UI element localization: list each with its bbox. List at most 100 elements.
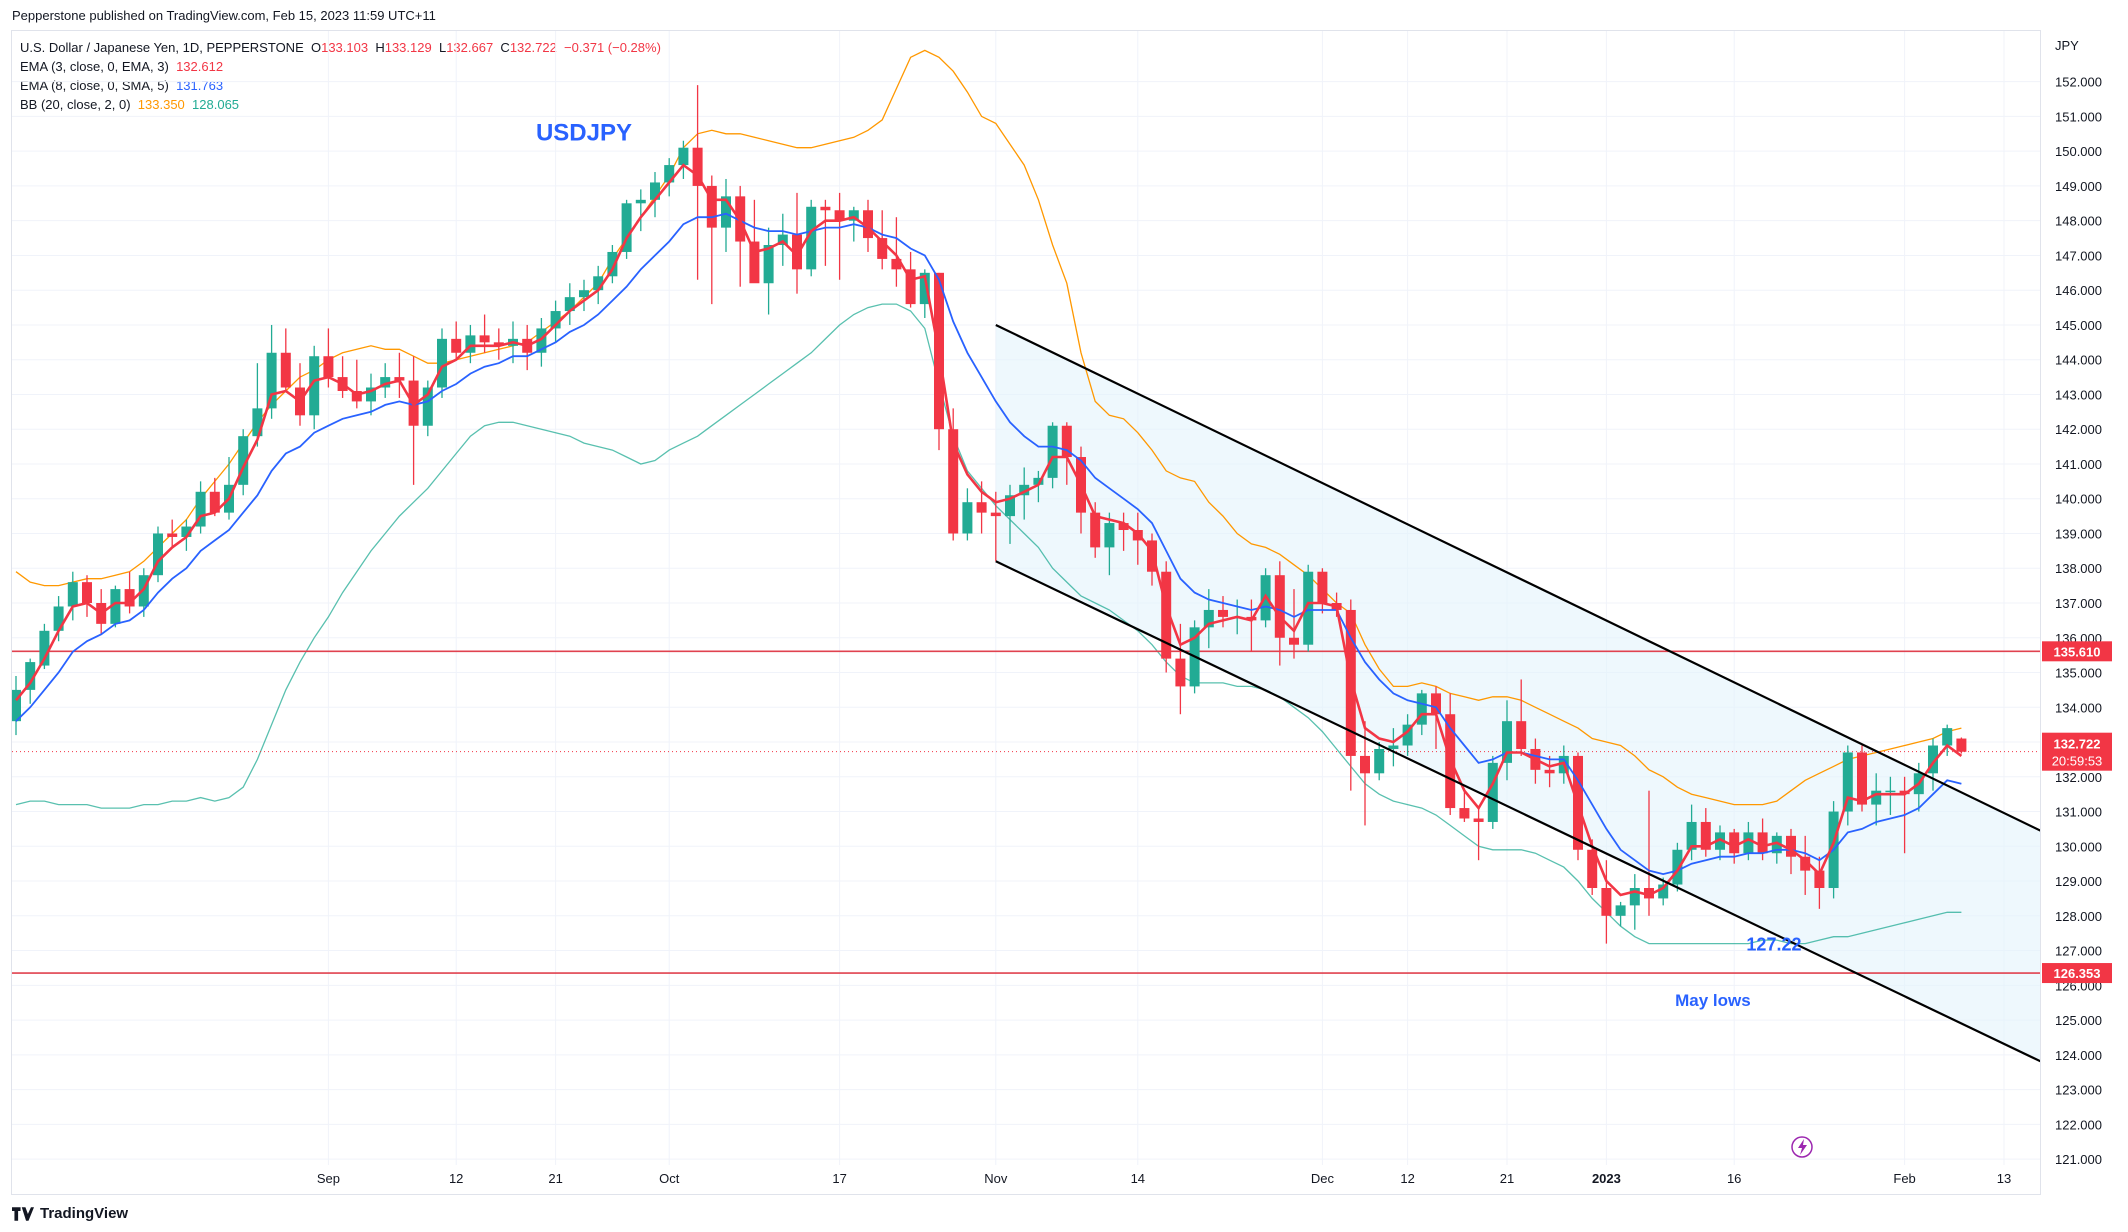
- legend-high: 133.129: [384, 40, 432, 55]
- chart-area[interactable]: [11, 30, 2041, 1195]
- candle-body: [905, 269, 916, 305]
- candle-body: [82, 582, 92, 603]
- candle-body: [1743, 832, 1754, 854]
- y-tick-label: 134.000: [2055, 700, 2102, 715]
- candle-body: [1161, 571, 1172, 659]
- chart-annotation-2: May lows: [1675, 991, 1751, 1010]
- candle: [1274, 561, 1285, 666]
- candle: [39, 623, 50, 670]
- candle-body: [1019, 484, 1030, 496]
- plot-layer: USDJPY 127.22 May lows: [12, 31, 2040, 1165]
- candle: [437, 328, 447, 398]
- candle-body: [1431, 693, 1441, 715]
- published-header: Pepperstone published on TradingView.com…: [12, 8, 436, 23]
- candle: [1814, 856, 1825, 909]
- bb-upper-line: [15, 49, 1962, 806]
- y-tick-label: 141.000: [2055, 457, 2102, 472]
- tradingview-footer[interactable]: TradingView: [12, 1205, 128, 1222]
- candle: [522, 324, 533, 371]
- y-tick-label: 146.000: [2055, 283, 2102, 298]
- level-tag-1-text: 126.353: [2054, 966, 2101, 981]
- candle: [706, 175, 717, 305]
- candle-body: [593, 276, 604, 291]
- x-tick-label: Sep: [317, 1171, 340, 1186]
- y-tick-label: 140.000: [2055, 492, 2102, 507]
- candle-body: [706, 185, 717, 228]
- candle-body: [564, 297, 575, 312]
- candle: [593, 265, 604, 305]
- candle-body: [1544, 769, 1555, 774]
- candle: [1786, 828, 1796, 875]
- candle-body: [806, 206, 817, 270]
- chart-annotation-0: USDJPY: [536, 120, 632, 147]
- candle: [167, 519, 178, 548]
- candle-body: [1274, 575, 1285, 638]
- candle: [1516, 679, 1527, 756]
- candle: [1700, 808, 1711, 857]
- candle-body: [1061, 425, 1072, 458]
- candle-body: [266, 352, 277, 409]
- candle: [1033, 470, 1044, 503]
- candle: [1317, 568, 1328, 614]
- legend-high-label: H: [375, 40, 385, 55]
- candle-body: [1928, 745, 1938, 774]
- candle: [1104, 512, 1115, 576]
- candle-body: [209, 491, 220, 513]
- candle: [238, 429, 249, 496]
- candle-body: [1047, 425, 1058, 478]
- candle-body: [1615, 905, 1626, 916]
- candle: [266, 324, 277, 419]
- candle-body: [749, 241, 760, 284]
- candle-body: [25, 662, 36, 690]
- candle: [408, 356, 419, 485]
- last-price-tag-text: 132.722: [2054, 737, 2101, 752]
- candle-body: [280, 352, 291, 388]
- candle: [465, 324, 476, 364]
- chart-annotation-1: 127.22: [1746, 935, 1801, 955]
- candle-body: [252, 408, 263, 437]
- candle-body: [39, 630, 50, 666]
- candle-body: [763, 245, 774, 284]
- candle-body: [380, 377, 391, 388]
- candle-body: [1090, 512, 1101, 548]
- candle: [1842, 745, 1853, 826]
- candle: [1175, 623, 1186, 715]
- candle: [195, 481, 206, 534]
- candle-body: [195, 491, 206, 527]
- y-tick-label: 144.000: [2055, 353, 2102, 368]
- legend-ema3-row[interactable]: EMA (3, close, 0, EMA, 3) 132.612: [20, 57, 661, 76]
- candle-body: [493, 342, 504, 346]
- candle-body: [1857, 752, 1867, 805]
- candle: [1459, 790, 1470, 822]
- y-tick-label: 148.000: [2055, 214, 2102, 229]
- candle-body: [1771, 835, 1782, 854]
- chart-legend: U.S. Dollar / Japanese Yen, 1D, PEPPERST…: [20, 38, 661, 114]
- candle: [806, 199, 817, 277]
- candle-body: [891, 258, 902, 270]
- candle-body: [1644, 888, 1654, 899]
- candle: [635, 189, 646, 232]
- legend-bb-row[interactable]: BB (20, close, 2, 0) 133.350 128.065: [20, 95, 661, 114]
- lightning-icon: [1791, 1136, 1813, 1158]
- candle: [252, 363, 263, 447]
- candle: [1047, 422, 1058, 489]
- candle-body: [124, 589, 135, 607]
- y-tick-label: 143.000: [2055, 387, 2102, 402]
- legend-symbol: U.S. Dollar / Japanese Yen, 1D, PEPPERST…: [20, 40, 304, 55]
- candle: [380, 363, 391, 398]
- candle-body: [1700, 821, 1711, 850]
- legend-close: 132.722: [509, 40, 557, 55]
- legend-low-label: L: [438, 40, 447, 55]
- candle: [650, 172, 660, 218]
- candle: [692, 85, 703, 280]
- candle-body: [323, 356, 334, 378]
- candle: [451, 321, 462, 360]
- y-tick-label: 135.000: [2055, 666, 2102, 681]
- y-tick-label: 151.000: [2055, 109, 2102, 124]
- candle: [749, 199, 760, 284]
- candle: [536, 318, 547, 367]
- candle-body: [1516, 721, 1527, 749]
- candle: [1502, 700, 1512, 781]
- candle-body: [167, 533, 178, 537]
